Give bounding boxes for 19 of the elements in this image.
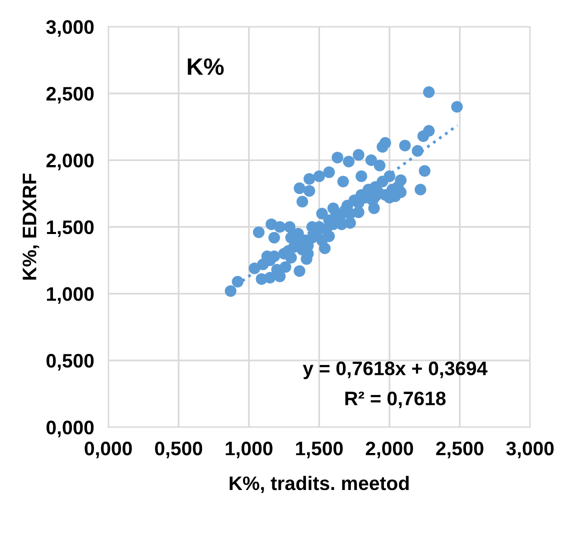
x-tick-label: 0,500 xyxy=(155,442,202,458)
annotation: y = 0,7618x + 0,3694 xyxy=(302,362,488,380)
x-axis-title: K%, tradits. meetod xyxy=(230,476,409,493)
x-tick-label: 0,000 xyxy=(84,442,132,458)
y-tick-label: 1,000 xyxy=(46,287,94,304)
y-tick-label: 2,500 xyxy=(46,86,94,104)
x-tick-label: 1,000 xyxy=(226,442,272,458)
x-tick-label: 2,500 xyxy=(436,442,484,458)
y-tick-label: 0,000 xyxy=(46,420,94,438)
y-tick-label: 2,000 xyxy=(46,154,94,170)
x-tick-label: 1,500 xyxy=(296,442,343,458)
y-tick-label: 1,500 xyxy=(46,220,94,238)
x-tick-label: 2,000 xyxy=(366,442,414,458)
y-tick-label: 3,000 xyxy=(46,20,94,37)
x-tick-label: 3,000 xyxy=(506,442,554,458)
y-axis-title: K%, EDXRF xyxy=(22,174,40,280)
text: K% xyxy=(188,58,224,75)
annotation: R² = 0,7618 xyxy=(345,392,446,408)
y-tick-label: 0,500 xyxy=(46,354,94,371)
